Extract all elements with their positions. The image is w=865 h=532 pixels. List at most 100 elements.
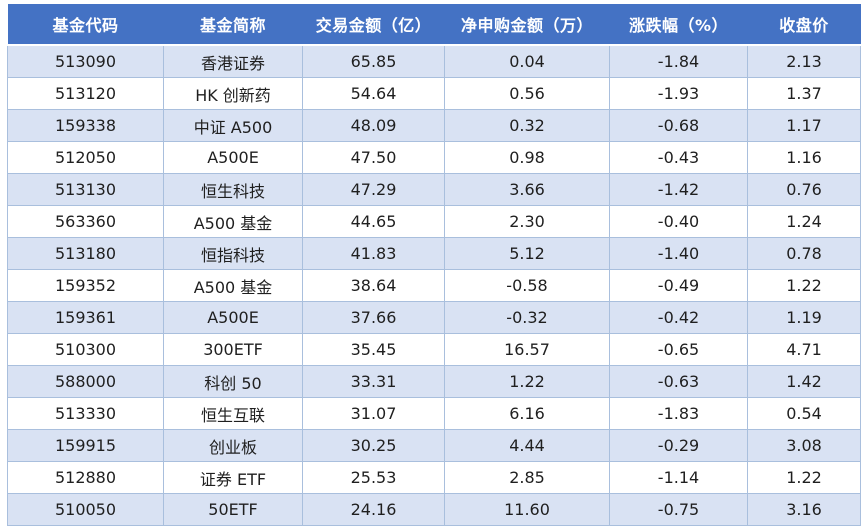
table-cell: 65.85	[302, 44, 445, 78]
table-cell: 1.16	[747, 141, 861, 174]
table-cell: -1.42	[609, 173, 748, 206]
table-cell: -1.84	[609, 44, 748, 78]
column-header: 基金简称	[163, 4, 303, 46]
table-row: 159361 A500E 37.66 -0.32 -0.42 1.19	[7, 301, 861, 334]
table-cell: 4.44	[444, 429, 610, 462]
table-cell: 563360	[7, 205, 164, 238]
table-cell: 41.83	[302, 237, 445, 270]
fund-table-header-row: 基金代码 基金简称 交易金额（亿） 净申购金额（万） 涨跌幅（%） 收盘价	[7, 4, 861, 46]
table-cell: A500E	[163, 141, 303, 174]
table-cell: 512050	[7, 141, 164, 174]
table-cell: 2.30	[444, 205, 610, 238]
table-cell: 159361	[7, 301, 164, 334]
table-row: 513330 恒生互联 31.07 6.16 -1.83 0.54	[7, 397, 861, 430]
table-cell: 中证 A500	[163, 109, 303, 142]
table-cell: 1.19	[747, 301, 861, 334]
table-cell: 证券 ETF	[163, 461, 303, 494]
table-cell: -0.32	[444, 301, 610, 334]
table-row: 159338 中证 A500 48.09 0.32 -0.68 1.17	[7, 109, 861, 142]
table-cell: 33.31	[302, 365, 445, 398]
table-cell: -1.14	[609, 461, 748, 494]
table-cell: -0.68	[609, 109, 748, 142]
table-cell: 3.08	[747, 429, 861, 462]
table-cell: 44.65	[302, 205, 445, 238]
table-cell: 30.25	[302, 429, 445, 462]
table-cell: 50ETF	[163, 493, 303, 526]
table-cell: 513180	[7, 237, 164, 270]
table-row: 513120 HK 创新药 54.64 0.56 -1.93 1.37	[7, 77, 861, 110]
table-cell: A500E	[163, 301, 303, 334]
table-cell: 3.16	[747, 493, 861, 526]
table-cell: 159915	[7, 429, 164, 462]
table-cell: -0.65	[609, 333, 748, 366]
table-cell: 2.85	[444, 461, 610, 494]
table-cell: 510300	[7, 333, 164, 366]
table-cell: 25.53	[302, 461, 445, 494]
column-header: 基金代码	[7, 4, 164, 46]
table-cell: 1.22	[747, 269, 861, 302]
table-row: 588000 科创 50 33.31 1.22 -0.63 1.42	[7, 365, 861, 398]
table-cell: -0.63	[609, 365, 748, 398]
table-row: 513130 恒生科技 47.29 3.66 -1.42 0.76	[7, 173, 861, 206]
table-cell: 24.16	[302, 493, 445, 526]
table-cell: 0.32	[444, 109, 610, 142]
table-row: 513090 香港证券 65.85 0.04 -1.84 2.13	[7, 44, 861, 78]
table-cell: -0.58	[444, 269, 610, 302]
table-cell: 4.71	[747, 333, 861, 366]
table-cell: 38.64	[302, 269, 445, 302]
table-cell: 159338	[7, 109, 164, 142]
table-cell: -1.93	[609, 77, 748, 110]
table-cell: 1.22	[444, 365, 610, 398]
table-cell: 513130	[7, 173, 164, 206]
table-cell: 0.54	[747, 397, 861, 430]
table-cell: 2.13	[747, 44, 861, 78]
table-cell: 5.12	[444, 237, 610, 270]
table-cell: 35.45	[302, 333, 445, 366]
table-cell: 恒指科技	[163, 237, 303, 270]
table-cell: HK 创新药	[163, 77, 303, 110]
table-row: 510050 50ETF 24.16 11.60 -0.75 3.16	[7, 493, 861, 526]
table-cell: 0.76	[747, 173, 861, 206]
column-header: 交易金额（亿）	[302, 4, 445, 46]
column-header: 涨跌幅（%）	[609, 4, 748, 46]
fund-table-body: 513090 香港证券 65.85 0.04 -1.84 2.13 513120 HK 创新药…	[7, 44, 861, 526]
table-cell: 0.04	[444, 44, 610, 78]
table-row: 563360 A500 基金 44.65 2.30 -0.40 1.24	[7, 205, 861, 238]
table-row: 512880 证券 ETF 25.53 2.85 -1.14 1.22	[7, 461, 861, 494]
table-cell: -1.40	[609, 237, 748, 270]
table-cell: 科创 50	[163, 365, 303, 398]
table-cell: 37.66	[302, 301, 445, 334]
table-cell: -0.40	[609, 205, 748, 238]
table-cell: 159352	[7, 269, 164, 302]
table-cell: 11.60	[444, 493, 610, 526]
table-cell: 1.24	[747, 205, 861, 238]
fund-table-header: 基金代码 基金简称 交易金额（亿） 净申购金额（万） 涨跌幅（%） 收盘价	[7, 4, 861, 46]
table-cell: 54.64	[302, 77, 445, 110]
table-cell: -0.42	[609, 301, 748, 334]
table-cell: 510050	[7, 493, 164, 526]
table-cell: 48.09	[302, 109, 445, 142]
table-row: 510300 300ETF 35.45 16.57 -0.65 4.71	[7, 333, 861, 366]
table-cell: 0.56	[444, 77, 610, 110]
table-cell: 16.57	[444, 333, 610, 366]
table-cell: 47.50	[302, 141, 445, 174]
table-cell: -0.29	[609, 429, 748, 462]
table-cell: 1.17	[747, 109, 861, 142]
table-cell: 恒生科技	[163, 173, 303, 206]
table-row: 159915 创业板 30.25 4.44 -0.29 3.08	[7, 429, 861, 462]
table-cell: -0.43	[609, 141, 748, 174]
table-cell: 香港证券	[163, 44, 303, 78]
table-cell: 31.07	[302, 397, 445, 430]
table-cell: 513120	[7, 77, 164, 110]
table-row: 159352 A500 基金 38.64 -0.58 -0.49 1.22	[7, 269, 861, 302]
table-cell: 创业板	[163, 429, 303, 462]
table-cell: 6.16	[444, 397, 610, 430]
column-header: 净申购金额（万）	[444, 4, 610, 46]
table-cell: 1.22	[747, 461, 861, 494]
table-cell: 1.42	[747, 365, 861, 398]
table-cell: -1.83	[609, 397, 748, 430]
table-cell: 300ETF	[163, 333, 303, 366]
table-row: 512050 A500E 47.50 0.98 -0.43 1.16	[7, 141, 861, 174]
table-cell: A500 基金	[163, 269, 303, 302]
